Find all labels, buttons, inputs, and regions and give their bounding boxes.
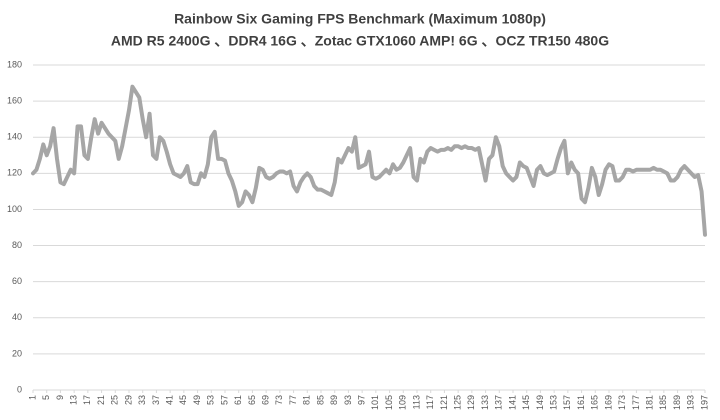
x-tick-label: 165: [590, 395, 600, 410]
y-tick-label: 180: [7, 59, 22, 69]
x-tick-label: 197: [699, 395, 709, 410]
x-tick-label: 29: [123, 395, 133, 405]
x-tick-label: 117: [425, 395, 435, 409]
y-tick-label: 120: [7, 168, 22, 178]
x-tick-label: 69: [261, 395, 271, 405]
x-tick-label: 169: [603, 395, 613, 410]
y-tick-label: 140: [7, 132, 22, 142]
x-tick-label: 57: [219, 395, 229, 405]
x-tick-label: 105: [384, 395, 394, 410]
x-tick-label: 109: [398, 395, 408, 410]
x-tick-label: 129: [466, 395, 476, 410]
x-tick-label: 125: [453, 395, 463, 410]
x-tick-label: 89: [329, 395, 339, 405]
x-tick-label: 137: [494, 395, 504, 410]
x-tick-label: 173: [617, 395, 627, 410]
data-line: [31, 84, 707, 237]
x-tick-label: 93: [343, 395, 353, 405]
x-tick-label: 17: [82, 395, 92, 405]
x-tick-label: 85: [315, 395, 325, 405]
x-tick-label: 53: [206, 395, 216, 405]
x-tick-label: 145: [521, 395, 531, 410]
x-tick-label: 5: [41, 395, 51, 400]
x-tick-label: 153: [549, 395, 559, 410]
x-tick-label: 141: [507, 395, 517, 410]
y-tick-label: 160: [7, 95, 22, 105]
y-tick-label: 80: [12, 240, 22, 250]
x-tick-label: 185: [658, 395, 668, 410]
x-tick-label: 77: [288, 395, 298, 405]
x-tick-label: 37: [151, 395, 161, 405]
x-tick-label: 13: [69, 395, 79, 405]
x-tick-label: 81: [302, 395, 312, 405]
x-tick-label: 73: [274, 395, 284, 405]
x-tick-label: 9: [55, 395, 65, 400]
x-tick-label: 61: [233, 395, 243, 405]
x-tick-label: 65: [247, 395, 257, 405]
x-tick-label: 21: [96, 395, 106, 405]
y-tick-label: 40: [12, 312, 22, 322]
x-tick-label: 177: [631, 395, 641, 410]
x-tick-label: 33: [137, 395, 147, 405]
x-tick-label: 97: [357, 395, 367, 405]
chart-subtitle: AMD R5 2400G 、DDR4 16G 、Zotac GTX1060 AM…: [111, 33, 609, 49]
x-tick-label: 45: [178, 395, 188, 405]
x-tick-label: 113: [411, 395, 421, 409]
x-tick-label: 49: [192, 395, 202, 405]
x-tick-label: 189: [672, 395, 682, 410]
x-tick-label: 101: [370, 395, 380, 410]
x-tick-label: 121: [439, 395, 449, 410]
x-tick-label: 181: [645, 395, 655, 410]
x-tick-label: 193: [686, 395, 696, 410]
x-tick-label: 41: [165, 395, 175, 405]
x-tick-label: 157: [562, 395, 572, 410]
y-tick-label: 0: [17, 384, 22, 394]
x-tick-label: 149: [535, 395, 545, 410]
x-tick-label: 25: [110, 395, 120, 405]
y-tick-label: 60: [12, 276, 22, 286]
chart-title: Rainbow Six Gaming FPS Benchmark (Maximu…: [174, 11, 546, 27]
y-tick-label: 100: [7, 204, 22, 214]
y-tick-label: 20: [12, 348, 22, 358]
x-tick-label: 1: [27, 395, 37, 400]
x-tick-label: 161: [576, 395, 586, 410]
x-tick-label: 133: [480, 395, 490, 410]
